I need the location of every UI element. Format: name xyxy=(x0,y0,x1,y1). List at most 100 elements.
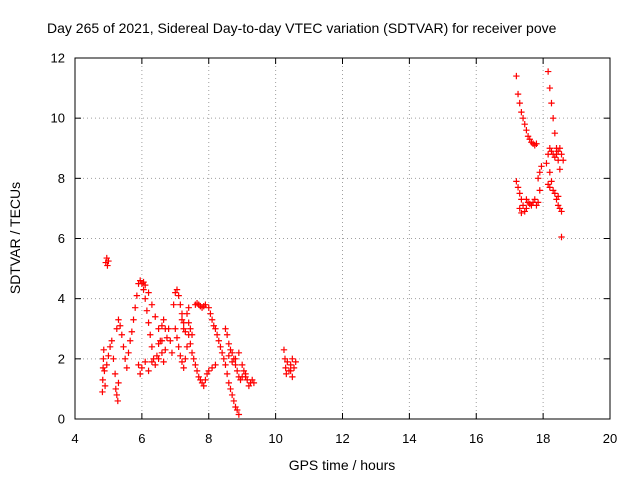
data-point-28 xyxy=(125,349,132,357)
data-point-173 xyxy=(514,90,522,98)
data-point-86 xyxy=(182,355,189,363)
data-point-169 xyxy=(292,358,299,366)
data-point-135 xyxy=(235,411,243,418)
data-point-106 xyxy=(188,331,196,338)
data-point-89 xyxy=(187,340,194,347)
data-point-63 xyxy=(163,334,171,341)
data-point-18 xyxy=(113,391,120,399)
data-point-199 xyxy=(531,196,538,203)
data-point-205 xyxy=(538,163,545,170)
y-tick-label-4: 4 xyxy=(58,291,65,306)
data-point-67 xyxy=(158,322,166,329)
x-axis-title: GPS time / hours xyxy=(289,457,396,473)
data-point-70 xyxy=(158,337,166,344)
data-point-85 xyxy=(180,364,187,372)
data-point-202 xyxy=(536,187,543,194)
y-tick-label-12: 12 xyxy=(51,51,65,66)
data-point-107 xyxy=(178,316,186,323)
data-point-234 xyxy=(544,181,552,188)
data-point-134 xyxy=(233,406,241,414)
x-tick-label-4: 4 xyxy=(71,431,78,446)
data-point-128 xyxy=(223,370,231,378)
data-point-90 xyxy=(188,349,196,357)
data-point-57 xyxy=(152,313,159,320)
data-point-56 xyxy=(148,301,156,308)
data-point-123 xyxy=(215,337,222,344)
data-point-101 xyxy=(208,364,216,372)
data-point-66 xyxy=(168,349,176,357)
data-point-201 xyxy=(534,199,542,206)
data-point-177 xyxy=(521,120,528,128)
data-point-104 xyxy=(185,319,192,326)
data-point-162 xyxy=(282,364,289,372)
data-point-21 xyxy=(113,325,120,332)
data-point-121 xyxy=(212,325,219,332)
data-point-232 xyxy=(554,193,562,200)
y-tick-label-10: 10 xyxy=(51,111,65,126)
x-tick-label-16: 16 xyxy=(469,431,483,446)
data-point-220 xyxy=(546,145,554,152)
data-point-98 xyxy=(202,376,209,384)
data-point-186 xyxy=(514,184,522,191)
data-point-52 xyxy=(148,358,156,366)
x-tick-label-18: 18 xyxy=(536,431,550,446)
data-point-125 xyxy=(218,349,226,357)
grid-lines xyxy=(75,58,610,419)
data-point-39 xyxy=(143,307,151,314)
data-point-55 xyxy=(145,289,152,296)
data-point-171 xyxy=(287,367,294,375)
data-point-184 xyxy=(533,140,540,147)
data-point-12 xyxy=(105,352,112,360)
data-point-178 xyxy=(523,127,530,134)
data-point-127 xyxy=(222,361,229,369)
data-point-62 xyxy=(162,346,169,354)
y-tick-label-6: 6 xyxy=(58,231,65,246)
data-point-69 xyxy=(162,325,169,332)
y-tick-label-0: 0 xyxy=(58,412,65,427)
data-point-44 xyxy=(152,361,159,369)
data-point-50 xyxy=(142,358,149,366)
data-point-102 xyxy=(212,361,219,369)
data-point-209 xyxy=(549,114,557,122)
data-point-25 xyxy=(120,343,127,350)
data-point-176 xyxy=(519,114,527,122)
data-point-20 xyxy=(115,379,122,387)
data-point-5 xyxy=(101,367,108,375)
data-point-175 xyxy=(518,108,525,116)
data-point-84 xyxy=(178,358,186,366)
data-point-14 xyxy=(108,337,115,344)
data-point-81 xyxy=(173,334,181,341)
data-point-208 xyxy=(548,99,555,107)
data-point-3 xyxy=(100,355,107,363)
data-point-11 xyxy=(103,361,110,369)
data-point-91 xyxy=(190,355,197,363)
data-point-42 xyxy=(148,343,156,350)
data-point-37 xyxy=(140,286,147,293)
data-point-100 xyxy=(205,367,212,375)
data-point-156 xyxy=(232,355,239,363)
data-point-138 xyxy=(225,340,233,347)
data-point-0 xyxy=(99,388,106,396)
data-point-10 xyxy=(105,257,112,265)
data-point-187 xyxy=(516,190,523,197)
data-point-22 xyxy=(115,316,122,323)
data-point-19 xyxy=(114,397,121,405)
data-point-235 xyxy=(558,151,565,158)
y-tick-label-8: 8 xyxy=(58,171,65,186)
data-point-97 xyxy=(200,382,207,390)
data-point-230 xyxy=(558,208,565,215)
data-point-124 xyxy=(217,343,224,350)
x-tick-label-12: 12 xyxy=(335,431,349,446)
data-point-29 xyxy=(126,337,134,344)
data-point-109 xyxy=(185,304,192,311)
data-point-167 xyxy=(289,355,296,363)
data-point-130 xyxy=(227,385,234,393)
data-point-27 xyxy=(123,364,131,372)
data-point-74 xyxy=(173,286,181,293)
data-point-82 xyxy=(175,343,182,350)
data-point-168 xyxy=(290,364,298,372)
chart-title: Day 265 of 2021, Sidereal Day-to-day VTE… xyxy=(47,20,557,36)
data-point-17 xyxy=(112,385,119,393)
x-tick-label-6: 6 xyxy=(138,431,145,446)
